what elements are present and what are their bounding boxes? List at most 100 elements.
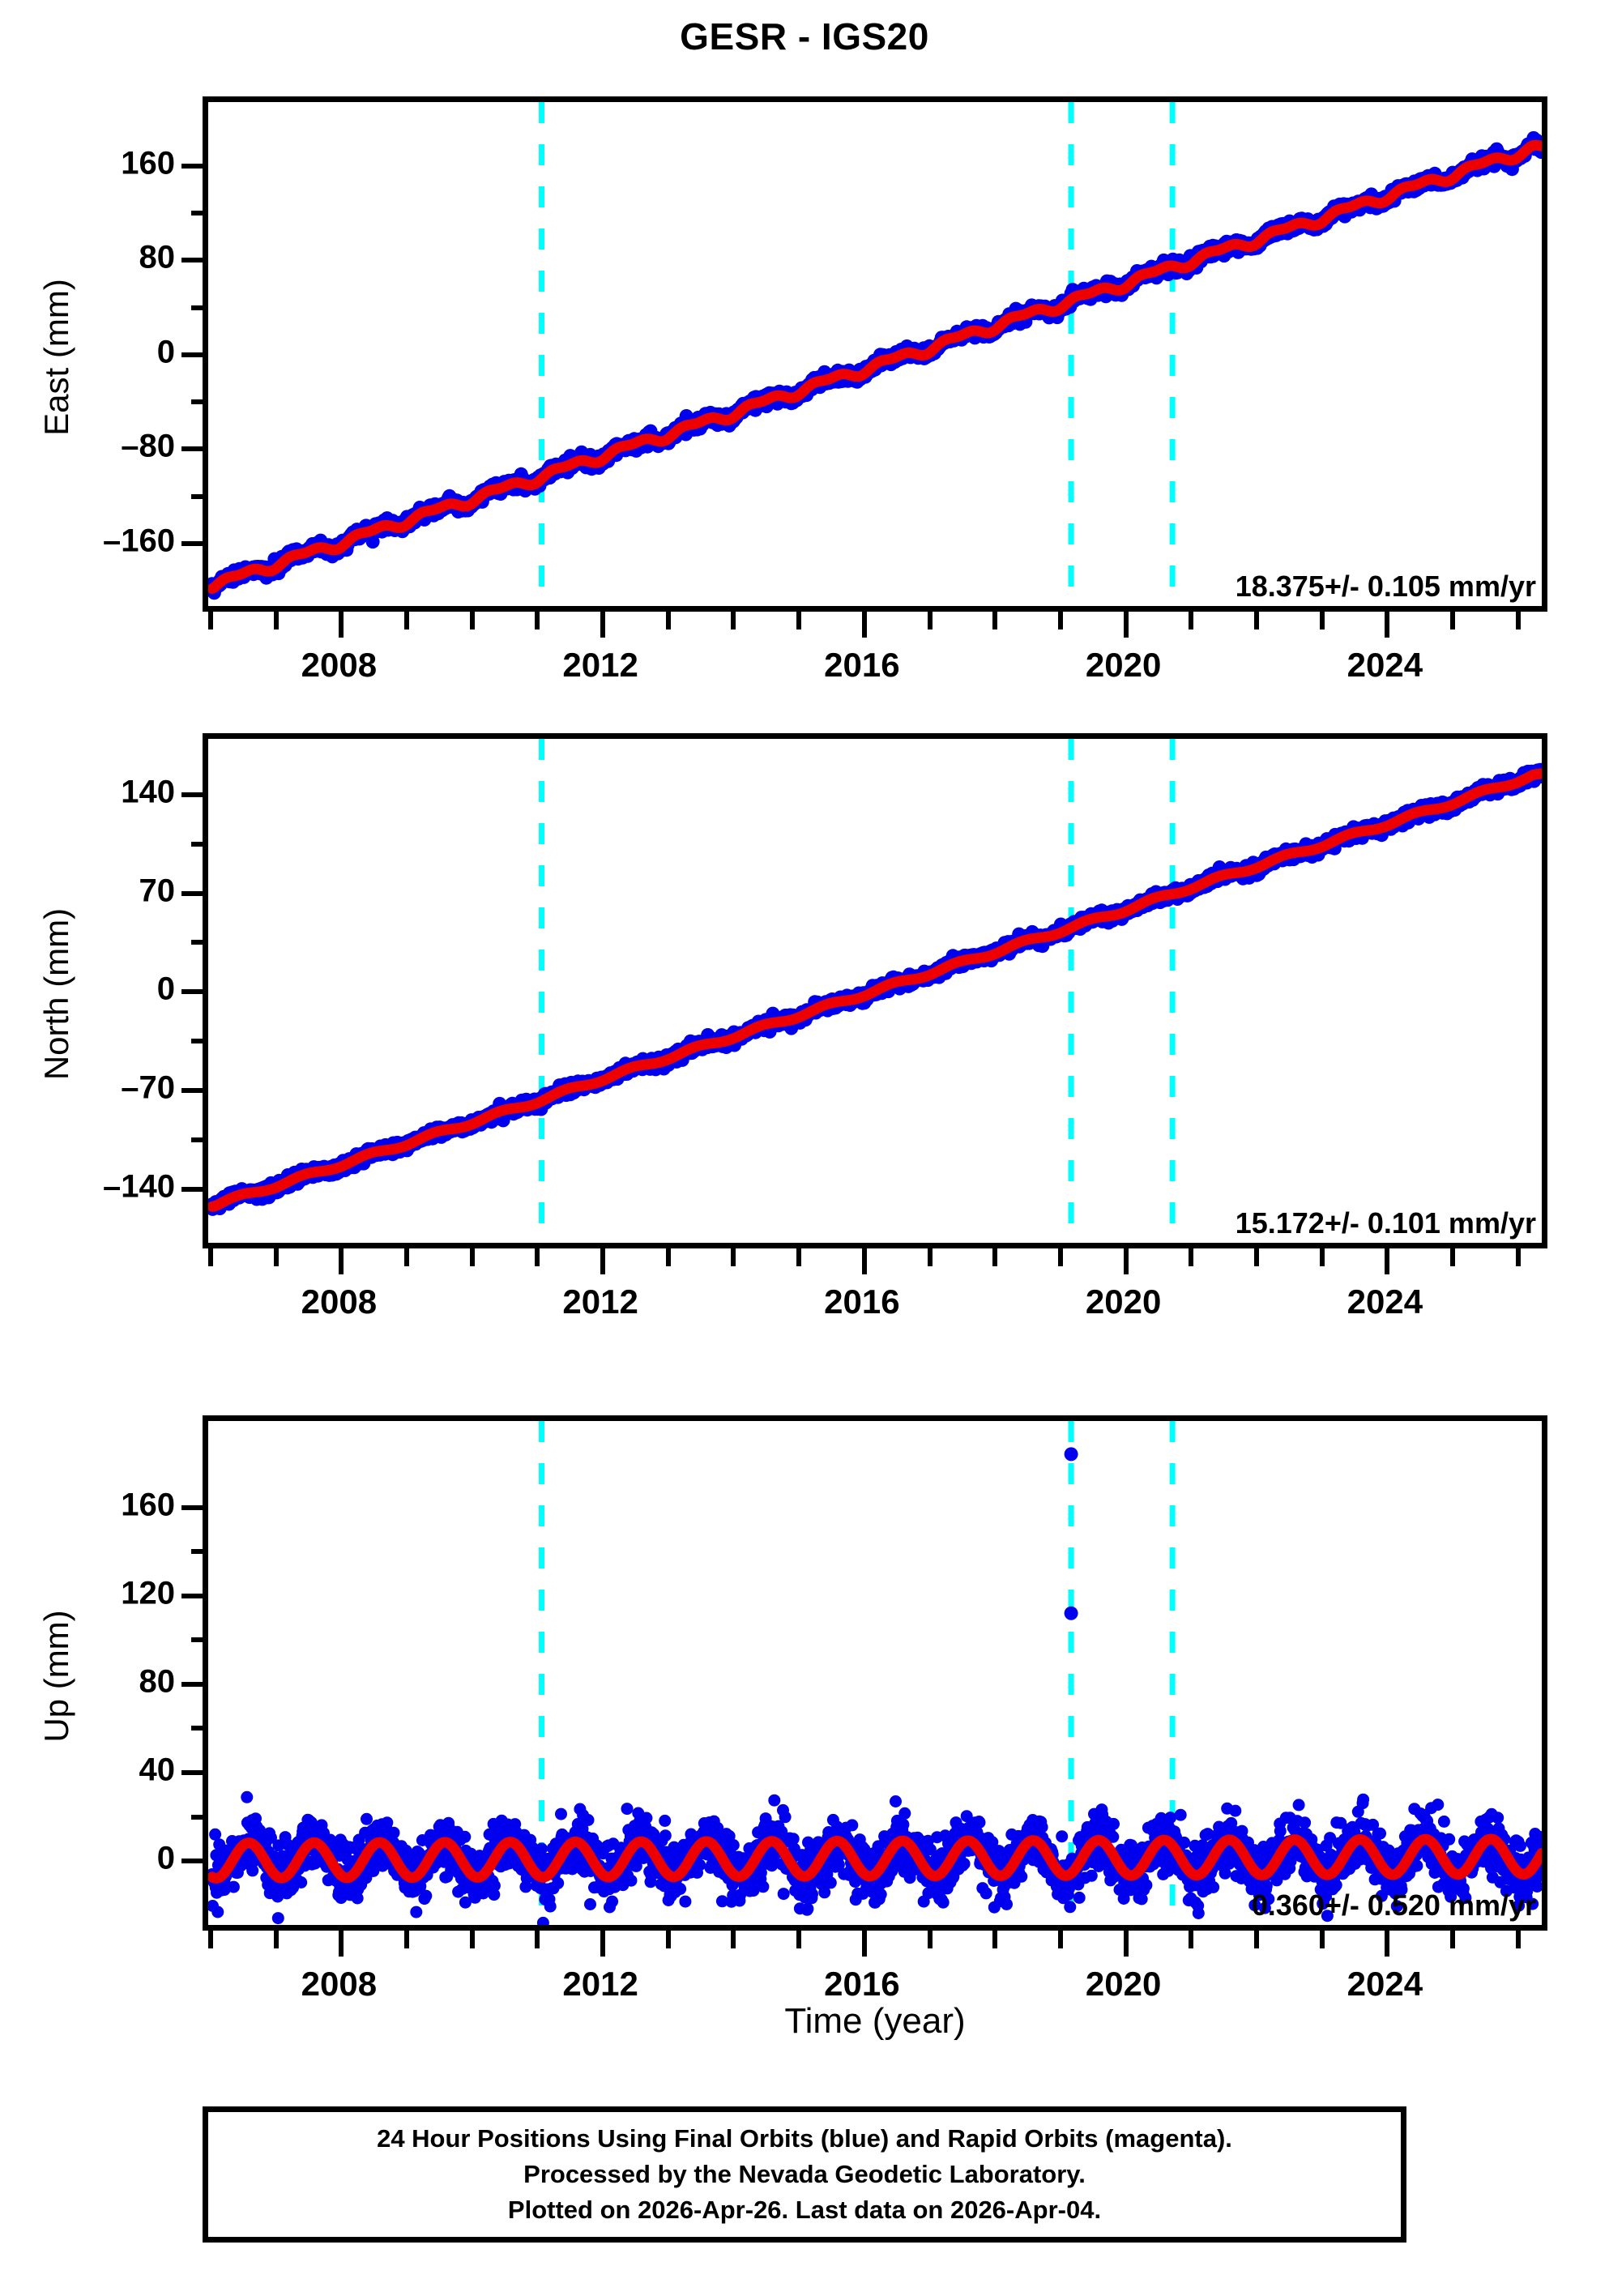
x-tick-label: 2024 — [1347, 1282, 1423, 1321]
x-tick-mark — [600, 1931, 606, 1957]
x-minor-tick-mark — [927, 1931, 933, 1948]
x-tick-mark — [861, 1248, 867, 1274]
y-minor-tick-mark — [191, 493, 203, 499]
x-minor-tick-mark — [404, 612, 410, 629]
y-tick-label: –70 — [121, 1069, 175, 1106]
y-tick-label: 140 — [121, 774, 175, 810]
x-tick-mark — [1385, 1931, 1390, 1957]
x-tick-label: 2012 — [562, 646, 638, 684]
panel-north-rate-label: 15.172+/- 0.101 mm/yr — [1235, 1206, 1536, 1240]
x-tick-mark — [1123, 612, 1129, 638]
x-minor-tick-mark — [665, 612, 671, 629]
x-minor-tick-mark — [535, 1931, 540, 1948]
y-minor-tick-mark — [191, 1637, 203, 1643]
x-minor-tick-mark — [208, 612, 213, 629]
x-tick-mark — [339, 612, 344, 638]
x-minor-tick-mark — [927, 1248, 933, 1266]
x-minor-tick-mark — [665, 1931, 671, 1948]
x-minor-tick-mark — [1253, 612, 1259, 629]
panel-east-rate-label: 18.375+/- 0.105 mm/yr — [1235, 570, 1536, 603]
x-minor-tick-mark — [1319, 1931, 1325, 1948]
x-tick-label: 2016 — [824, 1965, 900, 2003]
y-tick-mark — [181, 1859, 203, 1864]
x-minor-tick-mark — [731, 1931, 736, 1948]
y-tick-mark — [181, 163, 203, 169]
x-minor-tick-mark — [1515, 1248, 1521, 1266]
x-minor-tick-mark — [1189, 1248, 1194, 1266]
caption-line-2: Processed by the Nevada Geodetic Laborat… — [523, 2159, 1086, 2188]
x-minor-tick-mark — [1189, 1931, 1194, 1948]
x-tick-mark — [600, 1248, 606, 1274]
panel-east: 18.375+/- 0.105 mm/yr — [203, 96, 1547, 612]
panel-north: 15.172+/- 0.101 mm/yr — [203, 733, 1547, 1248]
x-tick-mark — [1385, 612, 1390, 638]
x-minor-tick-mark — [731, 1248, 736, 1266]
panel-north-y-axis-title: North (mm) — [37, 907, 75, 1081]
x-minor-tick-mark — [404, 1248, 410, 1266]
y-tick-label: 160 — [121, 145, 175, 181]
x-tick-label: 2012 — [562, 1282, 638, 1321]
x-minor-tick-mark — [796, 1931, 802, 1948]
panel-north-plot — [208, 739, 1542, 1243]
y-tick-mark — [181, 1593, 203, 1598]
x-minor-tick-mark — [927, 612, 933, 629]
x-tick-label: 2020 — [1085, 1965, 1162, 2003]
x-minor-tick-mark — [1253, 1931, 1259, 1948]
y-minor-tick-mark — [191, 399, 203, 405]
panel-east-y-axis-title: East (mm) — [37, 279, 75, 436]
x-minor-tick-mark — [469, 1248, 475, 1266]
x-tick-mark — [861, 1931, 867, 1957]
x-tick-mark — [1123, 1248, 1129, 1274]
y-tick-label: –160 — [103, 523, 175, 559]
x-minor-tick-mark — [1319, 1248, 1325, 1266]
y-minor-tick-mark — [191, 841, 203, 847]
y-tick-mark — [181, 989, 203, 995]
x-minor-tick-mark — [992, 1248, 998, 1266]
x-axis-title: Time (year) — [784, 2001, 966, 2041]
y-minor-tick-mark — [191, 1137, 203, 1142]
x-tick-label: 2016 — [824, 1282, 900, 1321]
x-minor-tick-mark — [273, 1248, 279, 1266]
x-minor-tick-mark — [208, 1931, 213, 1948]
y-tick-label: 80 — [139, 1663, 176, 1700]
y-tick-label: 80 — [139, 239, 176, 275]
y-minor-tick-mark — [191, 1726, 203, 1731]
y-minor-tick-mark — [191, 1039, 203, 1044]
y-tick-label: 120 — [121, 1575, 175, 1611]
x-minor-tick-mark — [992, 612, 998, 629]
y-minor-tick-mark — [191, 305, 203, 310]
x-minor-tick-mark — [1253, 1248, 1259, 1266]
x-tick-mark — [861, 612, 867, 638]
x-tick-label: 2024 — [1347, 1965, 1423, 2003]
x-minor-tick-mark — [1057, 1931, 1063, 1948]
y-minor-tick-mark — [191, 211, 203, 216]
x-tick-label: 2024 — [1347, 646, 1423, 684]
panel-up: 0.360+/- 0.520 mm/yr — [203, 1415, 1547, 1931]
y-tick-label: 160 — [121, 1487, 175, 1523]
panel-up-y-axis-title: Up (mm) — [37, 1610, 75, 1743]
x-tick-label: 2020 — [1085, 1282, 1162, 1321]
x-minor-tick-mark — [665, 1248, 671, 1266]
caption-box: 24 Hour Positions Using Final Orbits (bl… — [203, 2106, 1406, 2243]
x-tick-label: 2008 — [301, 646, 378, 684]
y-tick-mark — [181, 258, 203, 263]
x-minor-tick-mark — [1189, 612, 1194, 629]
x-minor-tick-mark — [1450, 1931, 1456, 1948]
x-minor-tick-mark — [1450, 612, 1456, 629]
y-tick-label: 40 — [139, 1752, 176, 1788]
x-minor-tick-mark — [404, 1931, 410, 1948]
x-minor-tick-mark — [1450, 1248, 1456, 1266]
caption-line-3: Plotted on 2026-Apr-26. Last data on 202… — [507, 2196, 1102, 2224]
y-tick-mark — [181, 1681, 203, 1687]
x-minor-tick-mark — [469, 612, 475, 629]
y-tick-mark — [181, 540, 203, 546]
y-tick-label: 70 — [139, 873, 176, 909]
y-tick-mark — [181, 352, 203, 357]
x-minor-tick-mark — [535, 1248, 540, 1266]
x-tick-mark — [1385, 1248, 1390, 1274]
x-tick-label: 2016 — [824, 646, 900, 684]
y-tick-mark — [181, 1087, 203, 1093]
y-tick-label: 0 — [156, 1840, 175, 1876]
y-minor-tick-mark — [191, 940, 203, 945]
